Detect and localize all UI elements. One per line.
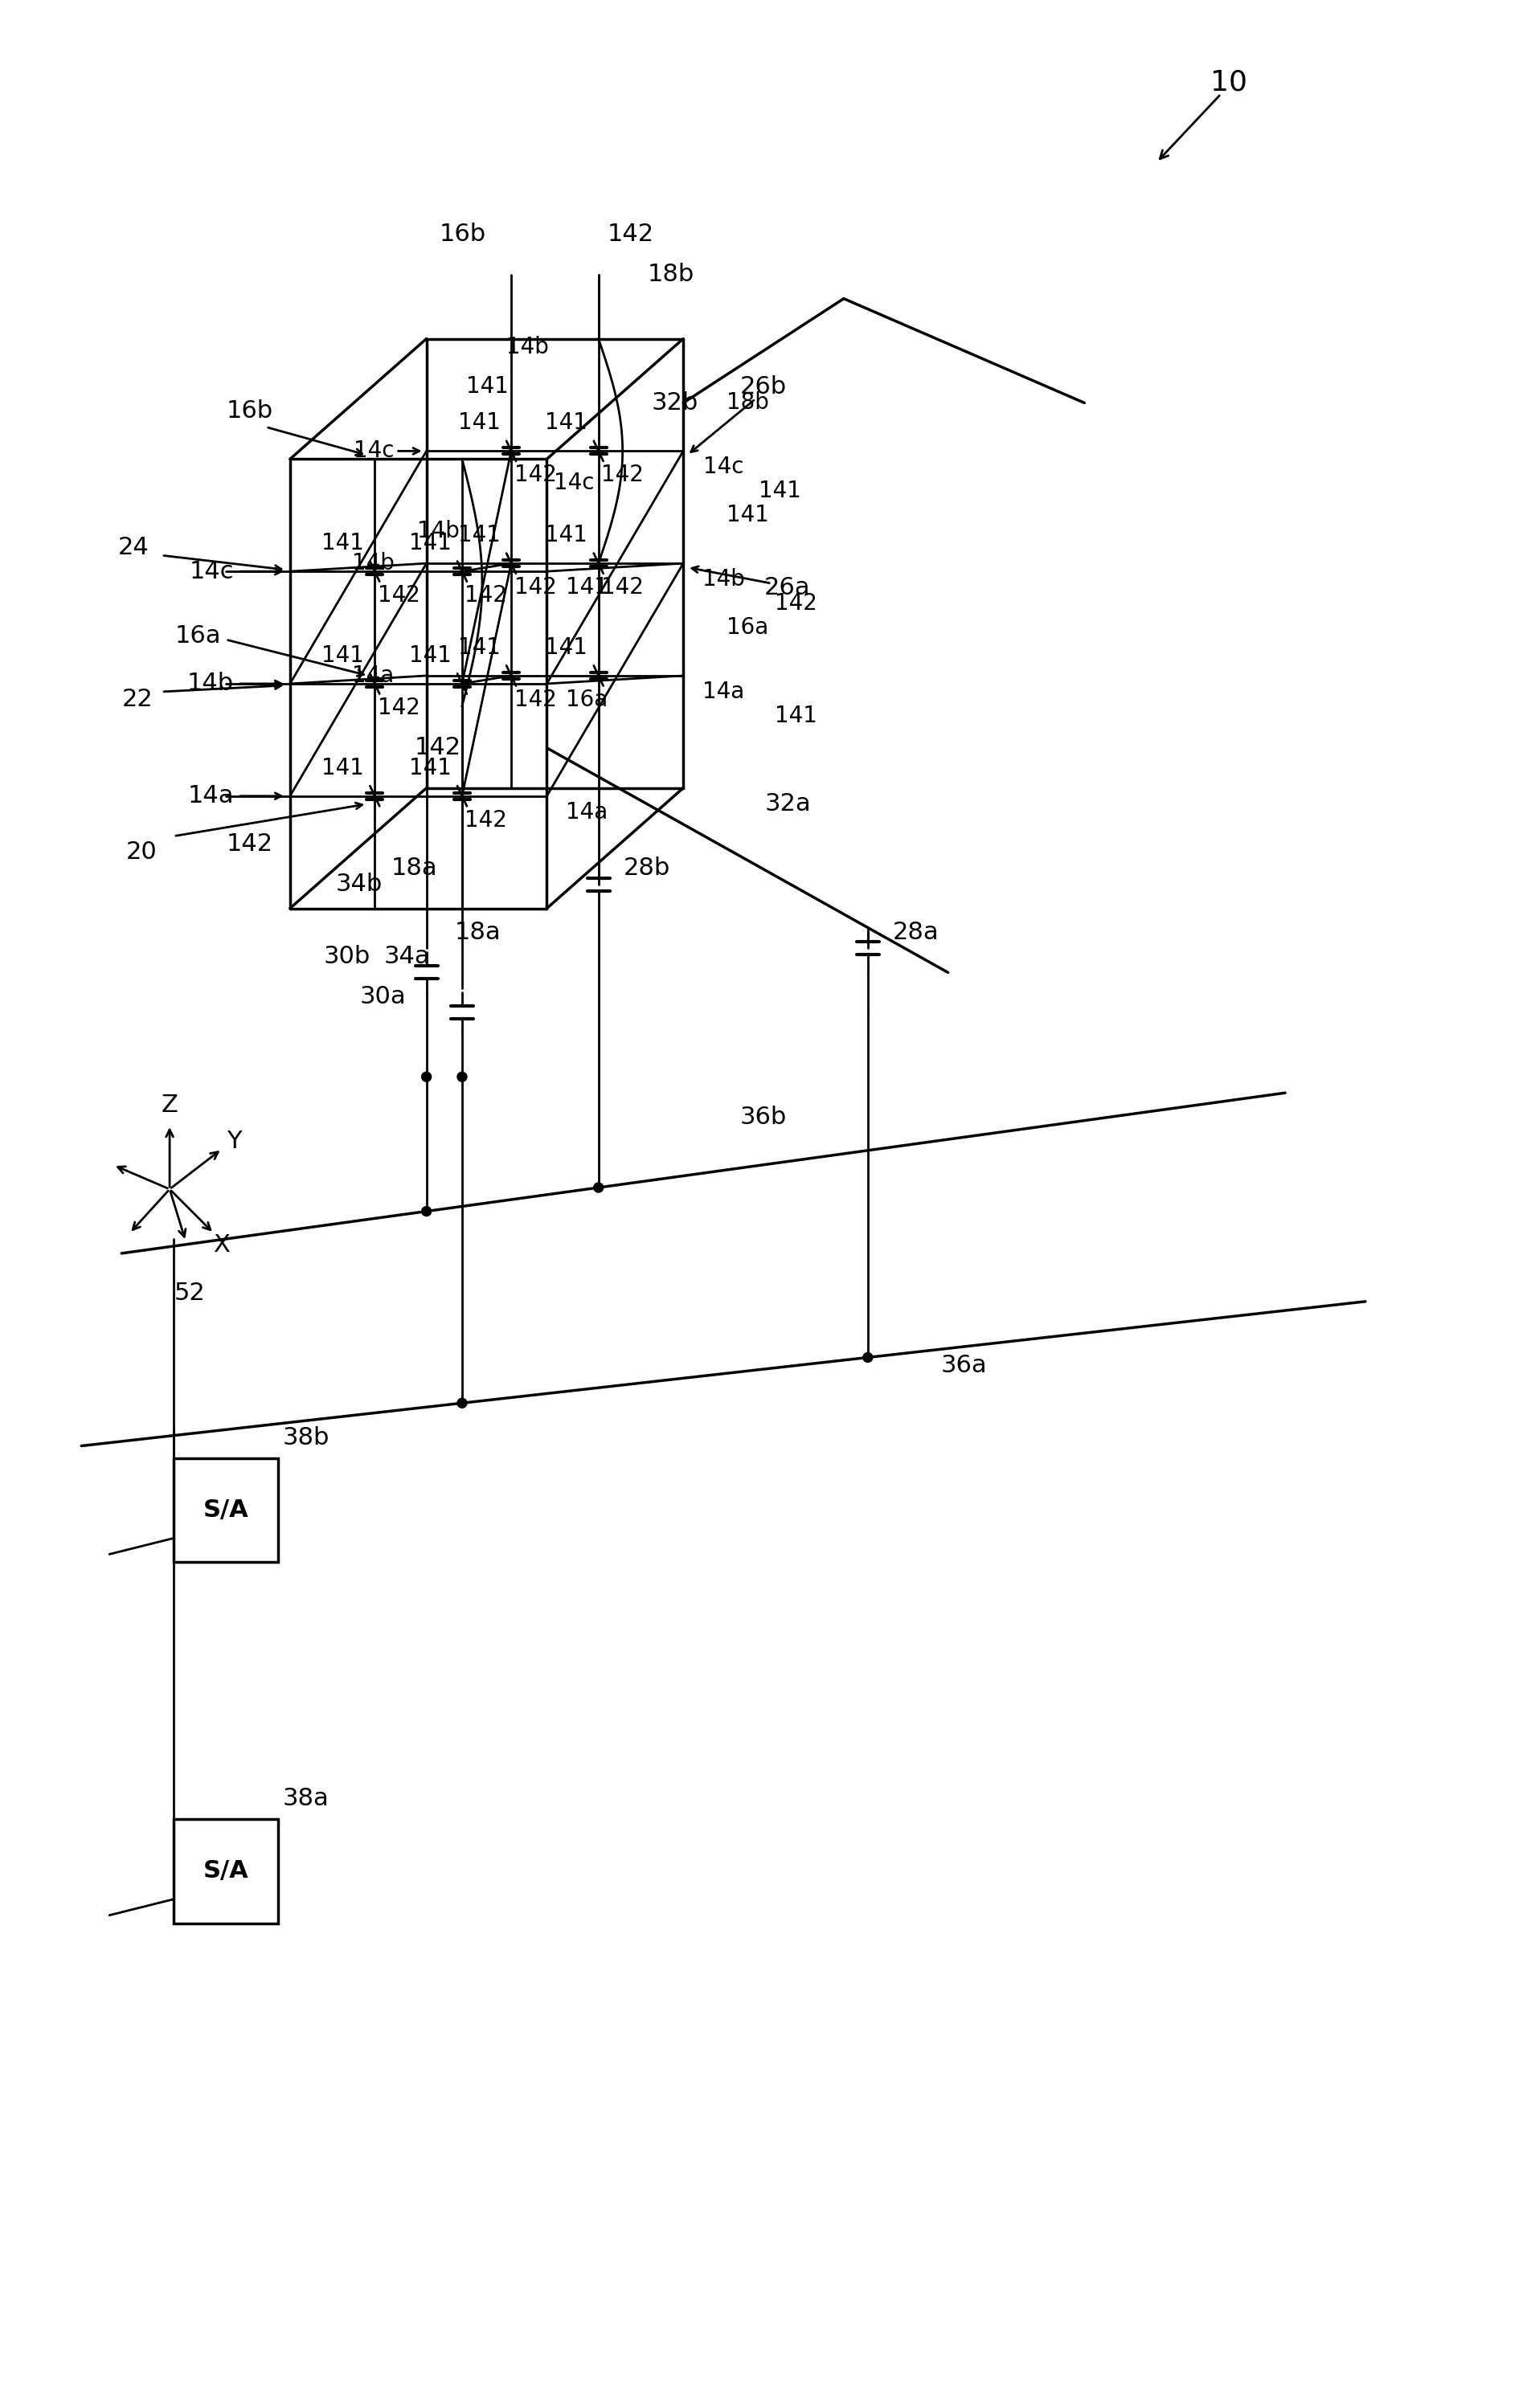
Text: 141: 141 bbox=[758, 479, 801, 503]
Text: 16a: 16a bbox=[175, 624, 221, 648]
Text: 141: 141 bbox=[457, 412, 500, 433]
Circle shape bbox=[457, 1399, 467, 1409]
Text: S/A: S/A bbox=[203, 1859, 249, 1883]
Text: 14c: 14c bbox=[554, 472, 594, 494]
Text: 141: 141 bbox=[408, 645, 451, 667]
FancyBboxPatch shape bbox=[173, 1818, 278, 1924]
Text: Y: Y bbox=[226, 1129, 241, 1153]
Text: 22: 22 bbox=[121, 689, 154, 710]
Text: 14c: 14c bbox=[189, 559, 233, 583]
Text: 26b: 26b bbox=[740, 376, 787, 397]
Text: 142: 142 bbox=[514, 576, 557, 600]
Text: 142: 142 bbox=[378, 696, 421, 720]
Text: 16a: 16a bbox=[566, 689, 608, 710]
Text: 38b: 38b bbox=[282, 1426, 330, 1450]
Text: 14a: 14a bbox=[187, 785, 233, 807]
Text: 14a: 14a bbox=[703, 681, 744, 703]
Text: 141: 141 bbox=[321, 756, 364, 780]
Text: 18a: 18a bbox=[391, 857, 437, 879]
Text: 141: 141 bbox=[545, 412, 588, 433]
Text: 141: 141 bbox=[545, 525, 588, 547]
Text: 141: 141 bbox=[545, 636, 588, 660]
Text: 141: 141 bbox=[408, 756, 451, 780]
Text: 14b: 14b bbox=[701, 568, 744, 590]
Text: 14b: 14b bbox=[352, 551, 394, 576]
Text: 14a: 14a bbox=[566, 802, 608, 824]
Text: 141: 141 bbox=[457, 636, 500, 660]
Circle shape bbox=[422, 1072, 431, 1081]
Circle shape bbox=[457, 1072, 467, 1081]
Text: 142: 142 bbox=[602, 576, 643, 600]
Text: 14a: 14a bbox=[353, 665, 394, 686]
Text: 142: 142 bbox=[227, 833, 273, 855]
Text: 142: 142 bbox=[514, 689, 557, 710]
Text: 18b: 18b bbox=[726, 393, 769, 414]
Text: 141: 141 bbox=[321, 532, 364, 554]
FancyBboxPatch shape bbox=[173, 1457, 278, 1563]
Text: 16b: 16b bbox=[439, 224, 487, 246]
Text: 142: 142 bbox=[602, 465, 643, 486]
Text: 14b: 14b bbox=[416, 520, 459, 542]
Text: 142: 142 bbox=[465, 585, 508, 607]
Text: 16b: 16b bbox=[227, 400, 273, 421]
Text: 141: 141 bbox=[408, 532, 451, 554]
Text: 142: 142 bbox=[608, 224, 654, 246]
Text: X: X bbox=[213, 1233, 230, 1257]
Text: 141: 141 bbox=[566, 576, 608, 600]
Text: 142: 142 bbox=[514, 465, 557, 486]
Text: 142: 142 bbox=[465, 809, 508, 831]
Text: 32a: 32a bbox=[764, 792, 810, 816]
Text: 30b: 30b bbox=[324, 944, 370, 968]
Text: 14c: 14c bbox=[703, 455, 743, 479]
Text: 28a: 28a bbox=[893, 920, 939, 944]
Text: 28b: 28b bbox=[623, 857, 671, 879]
Text: 142: 142 bbox=[378, 585, 421, 607]
Text: S/A: S/A bbox=[203, 1498, 249, 1522]
Text: 36b: 36b bbox=[740, 1105, 787, 1129]
Circle shape bbox=[863, 1353, 872, 1363]
Text: 141: 141 bbox=[726, 503, 769, 527]
Text: 18b: 18b bbox=[648, 262, 694, 287]
Text: 34a: 34a bbox=[384, 944, 430, 968]
Text: 30a: 30a bbox=[359, 985, 405, 1009]
Text: 26a: 26a bbox=[764, 576, 810, 600]
Text: 14b: 14b bbox=[507, 335, 548, 359]
Text: 141: 141 bbox=[774, 706, 817, 727]
Text: 141: 141 bbox=[321, 645, 364, 667]
Text: 18a: 18a bbox=[454, 920, 502, 944]
Text: 36a: 36a bbox=[941, 1353, 987, 1377]
Text: 34b: 34b bbox=[336, 872, 382, 896]
Text: 32b: 32b bbox=[652, 390, 698, 414]
Text: 142: 142 bbox=[774, 592, 817, 614]
Text: 14c: 14c bbox=[353, 441, 394, 462]
Text: 16a: 16a bbox=[726, 616, 769, 638]
Text: 24: 24 bbox=[118, 535, 149, 559]
Text: 52: 52 bbox=[173, 1281, 206, 1305]
Text: 141: 141 bbox=[457, 525, 500, 547]
Text: 20: 20 bbox=[126, 840, 157, 864]
Text: 141: 141 bbox=[465, 376, 508, 397]
Text: 10: 10 bbox=[1211, 67, 1248, 96]
Circle shape bbox=[422, 1206, 431, 1216]
Text: 14b: 14b bbox=[187, 672, 233, 696]
Text: 142: 142 bbox=[414, 737, 462, 759]
Text: 38a: 38a bbox=[282, 1787, 330, 1811]
Circle shape bbox=[594, 1182, 603, 1192]
Text: Z: Z bbox=[161, 1093, 178, 1117]
